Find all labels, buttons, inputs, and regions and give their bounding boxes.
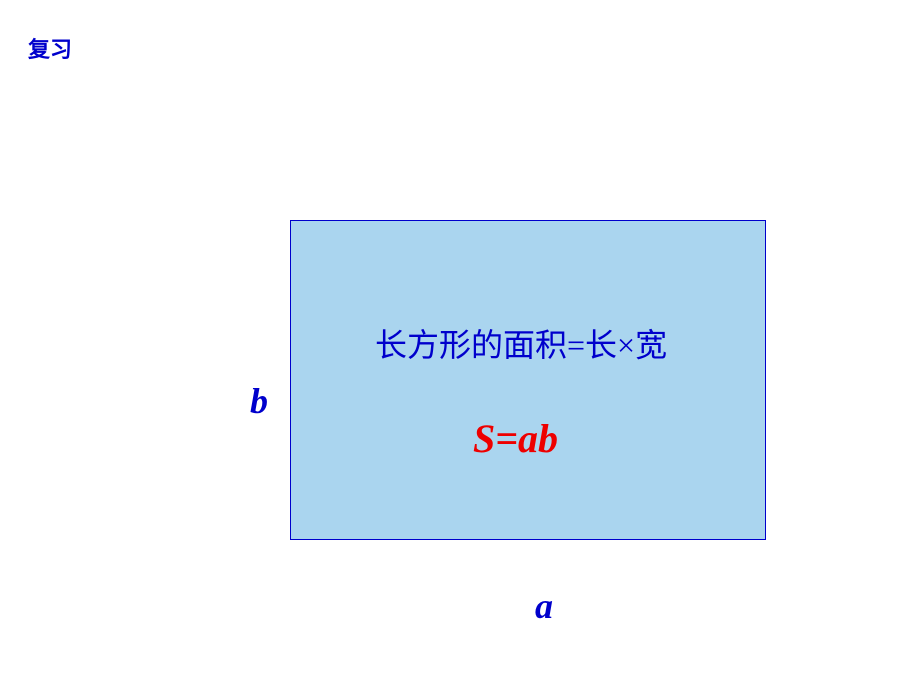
area-rectangle: [290, 220, 766, 540]
formula-equation: S=ab: [473, 415, 558, 462]
label-width-b: b: [250, 380, 268, 422]
formula-description: 长方形的面积=长×宽: [375, 320, 667, 366]
review-title: 复习: [28, 32, 72, 64]
label-length-a: a: [535, 585, 553, 627]
